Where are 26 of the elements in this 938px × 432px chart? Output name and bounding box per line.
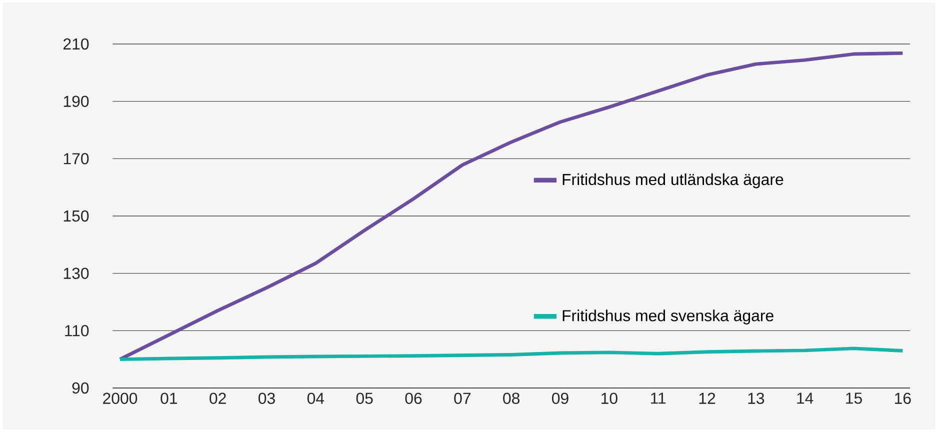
x-tick-label: 04 xyxy=(307,392,324,404)
x-tick-label: 16 xyxy=(895,392,911,404)
legend-label: Fritidshus med utländska ägare xyxy=(562,173,784,188)
x-tick-label: 10 xyxy=(602,392,618,404)
x-tick-label: 13 xyxy=(748,392,764,404)
x-tick-label: 02 xyxy=(210,392,226,404)
x-tick-label: 2000 xyxy=(103,392,138,404)
y-tick-label: 110 xyxy=(65,325,89,336)
y-tick-label: 90 xyxy=(72,382,89,394)
x-tick-label: 06 xyxy=(405,392,422,404)
x-tick-label: 05 xyxy=(356,392,373,404)
x-tick-label: 12 xyxy=(699,392,716,404)
x-tick-label: 11 xyxy=(651,392,666,404)
y-tick-label: 190 xyxy=(64,96,89,107)
x-tick-label: 14 xyxy=(797,392,814,404)
x-tick-label: 08 xyxy=(503,392,520,404)
x-tick-label: 07 xyxy=(454,392,470,404)
legend-label: Fritidshus med svenska ägare xyxy=(562,310,774,324)
y-tick-label: 210 xyxy=(64,38,89,50)
y-tick-label: 170 xyxy=(64,153,89,164)
y-tick-label: 130 xyxy=(64,268,89,279)
x-tick-label: 09 xyxy=(552,392,568,404)
x-tick-label: 01 xyxy=(160,392,177,404)
x-tick-label: 15 xyxy=(846,392,862,404)
y-tick-label: 150 xyxy=(64,210,89,222)
x-tick-label: 03 xyxy=(258,392,275,404)
